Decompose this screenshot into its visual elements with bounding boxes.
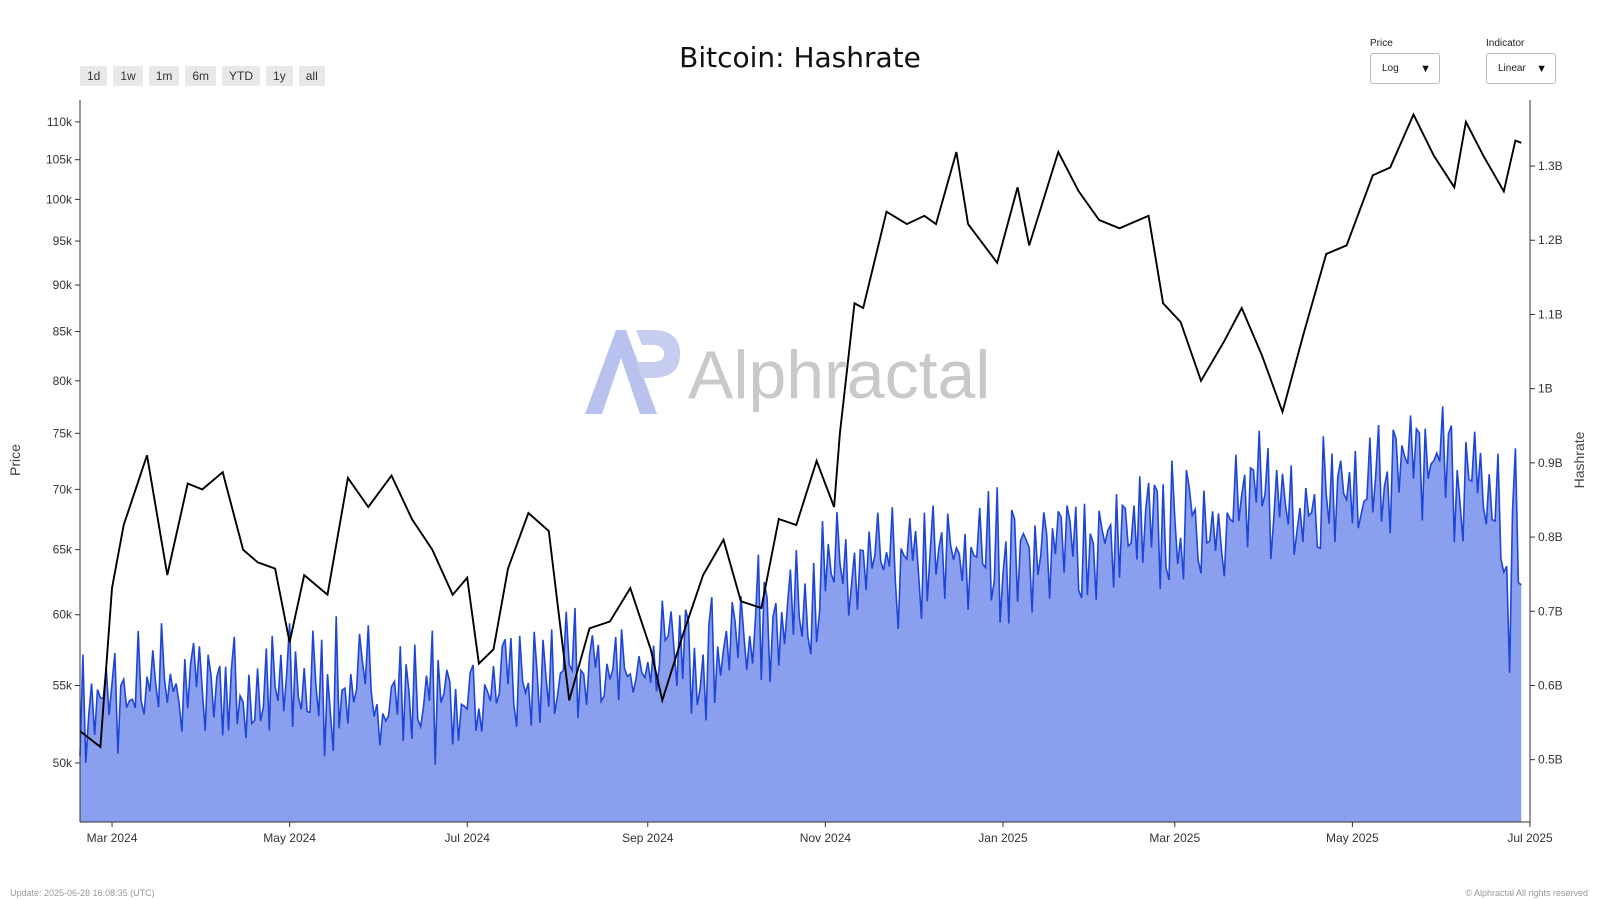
indicator-scale-select[interactable]: Linear ▼ [1486, 53, 1556, 84]
x-tick-label: Mar 2024 [87, 831, 138, 845]
y-left-tick-label: 60k [53, 608, 73, 622]
range-button-1m[interactable]: 1m [148, 66, 180, 86]
y-left-tick-label: 50k [53, 756, 73, 770]
axes [79, 100, 1531, 823]
hashrate-line [79, 406, 1522, 765]
x-tick-label: Jul 2024 [445, 831, 491, 845]
x-tick-label: Mar 2025 [1149, 831, 1200, 845]
watermark: Alphractal [585, 330, 990, 414]
x-tick-label: Jul 2025 [1507, 831, 1553, 845]
dropdown-caret-icon: ▼ [1536, 62, 1547, 75]
y-right-tick-label: 1.3B [1538, 159, 1563, 173]
price-scale-label: Price [1370, 38, 1393, 49]
indicator-scale-value: Linear [1498, 63, 1526, 74]
y-right-tick-label: 1.2B [1538, 233, 1563, 247]
y-left-tick-label: 85k [53, 325, 73, 339]
dropdown-caret-icon: ▼ [1420, 62, 1431, 75]
y-right-tick-label: 0.9B [1538, 456, 1563, 470]
range-button-ytd[interactable]: YTD [222, 66, 261, 86]
watermark-text: Alphractal [688, 337, 990, 413]
x-tick-label: May 2024 [263, 831, 316, 845]
x-tick-label: Jan 2025 [978, 831, 1028, 845]
range-button-1w[interactable]: 1w [113, 66, 143, 86]
range-button-1y[interactable]: 1y [266, 66, 293, 86]
y-left-tick-label: 65k [53, 543, 73, 557]
range-selector: 1d 1w 1m 6m YTD 1y all [80, 66, 325, 86]
y-left-tick-label: 80k [53, 374, 73, 388]
y-right-tick-label: 0.5B [1538, 753, 1563, 767]
price-line [79, 112, 1522, 749]
y-right-tick-label: 0.8B [1538, 530, 1563, 544]
x-tick-label: Sep 2024 [622, 831, 674, 845]
indicator-scale-control: Indicator Linear ▼ [1486, 38, 1556, 84]
y-right-axis-label: Hashrate [1571, 431, 1587, 488]
y-left-tick-label: 100k [46, 192, 73, 206]
y-left-tick-label: 95k [53, 234, 73, 248]
y-right-tick-label: 1B [1538, 382, 1553, 396]
price-scale-value: Log [1382, 63, 1399, 74]
axis-ticks: 50k 55k 60k 65k 70k 75k 80k 85k 90k 95k 100k 105k 11… [46, 115, 1563, 845]
copyright-notice: © Alphractal All rights reserved [1465, 888, 1588, 898]
range-button-6m[interactable]: 6m [185, 66, 217, 86]
update-timestamp: Update: 2025-06-28 16:08:35 (UTC) [10, 888, 155, 898]
alphractal-logo-icon [585, 330, 680, 414]
y-left-axis-label: Price [7, 444, 23, 476]
x-tick-label: May 2025 [1326, 831, 1379, 845]
y-right-tick-label: 0.7B [1538, 604, 1563, 618]
chart-title: Bitcoin: Hashrate [679, 40, 921, 74]
y-left-tick-label: 105k [46, 153, 73, 167]
y-left-tick-label: 55k [53, 678, 73, 692]
indicator-scale-label: Indicator [1486, 38, 1525, 49]
hashrate-area [80, 406, 1522, 822]
y-left-tick-label: 70k [53, 482, 73, 496]
range-button-all[interactable]: all [298, 66, 325, 86]
y-right-tick-label: 1.1B [1538, 307, 1563, 321]
y-left-tick-label: 90k [53, 278, 73, 292]
y-left-tick-label: 75k [53, 426, 73, 440]
y-right-tick-label: 0.6B [1538, 678, 1563, 692]
range-button-1d[interactable]: 1d [80, 66, 108, 86]
price-scale-select[interactable]: Log ▼ [1370, 53, 1440, 84]
x-tick-label: Nov 2024 [800, 831, 852, 845]
y-left-tick-label: 110k [47, 115, 73, 129]
price-scale-control: Price Log ▼ [1370, 38, 1440, 84]
